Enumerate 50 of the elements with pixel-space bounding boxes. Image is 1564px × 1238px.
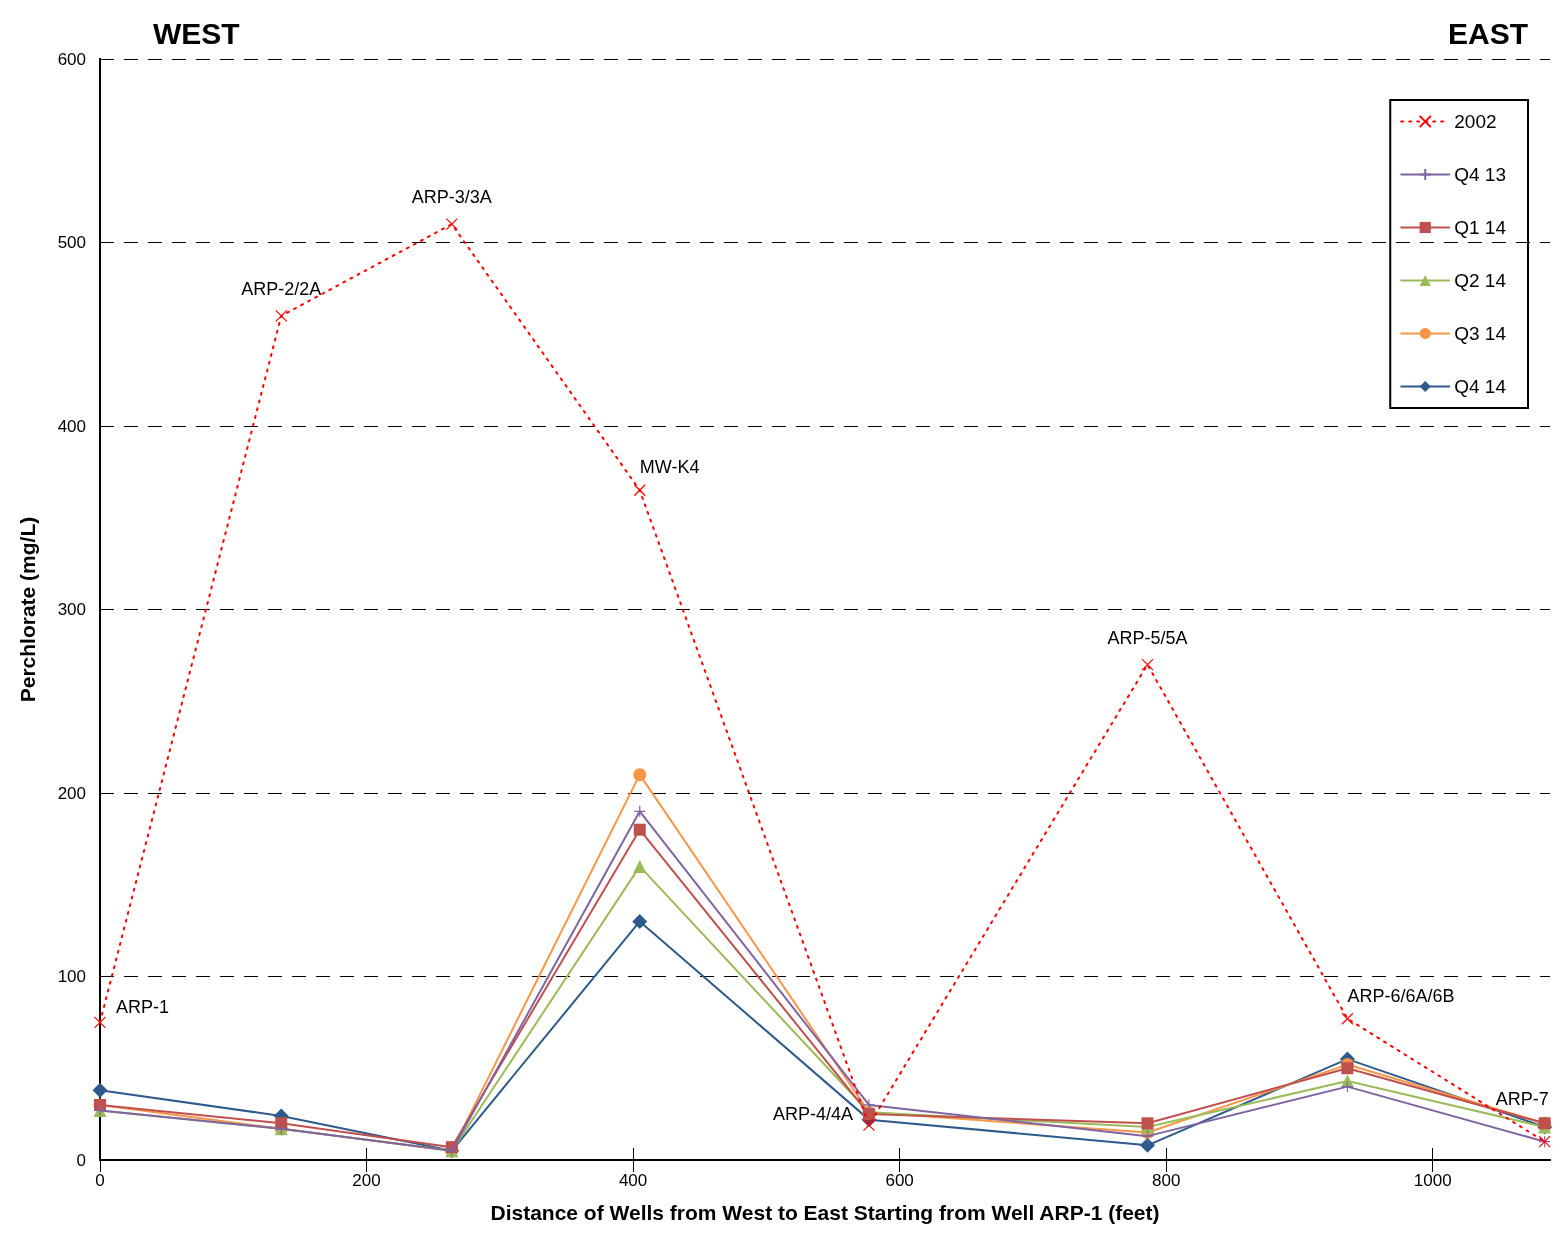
legend-label: Q2 14 [1454,270,1507,291]
point [632,913,648,929]
point [1141,1117,1154,1130]
legend-label: Q1 14 [1454,217,1507,238]
y-tick-label: 100 [57,967,86,986]
annotation: ARP-6/6A/6B [1347,985,1455,1006]
legend-label: Q3 14 [1454,323,1507,344]
point [862,1098,876,1112]
annotation: ARP-3/3A [411,187,492,208]
y-tick-label: 500 [57,233,86,252]
point [1141,1130,1154,1143]
point [92,1082,108,1098]
x-tick-label: 1000 [1413,1171,1452,1190]
annotation: MW-K4 [639,457,700,478]
x-axis-title: Distance of Wells from West to East Starting from Well ARP-1 (feet) [490,1201,1160,1224]
x-tick-label: 600 [885,1171,914,1190]
annotation: ARP-7 [1495,1088,1549,1109]
point [1141,658,1154,671]
legend-label: Q4 14 [1454,376,1507,397]
legend-label: 2002 [1454,111,1497,132]
text: EAST [1447,16,1528,50]
point [633,484,646,497]
x-tick-label: 400 [618,1171,648,1190]
point [633,805,646,818]
point [862,1119,876,1132]
y-tick-label: 400 [57,416,86,436]
y-tick-label: 600 [57,49,86,69]
y-tick-label: 0 [76,1150,86,1170]
annotation: ARP-4/4A [772,1104,853,1125]
point [1341,1062,1354,1075]
point [633,823,646,836]
y-tick-label: 200 [57,783,86,803]
annotation: ARP-2/2A [241,278,322,299]
x-tick-label: 800 [1151,1171,1181,1190]
point [1341,1080,1354,1093]
text: WEST [153,16,240,50]
point [445,218,458,231]
legend-label: Q4 13 [1454,164,1507,185]
x-tick-label: 0 [95,1171,105,1190]
point [275,309,288,322]
point [93,1016,107,1029]
y-axis-title: Perchlorate (mg/L) [16,516,39,703]
y-tick-label: 300 [57,600,86,619]
point [633,768,647,782]
annotation: ARP-5/5A [1107,627,1188,648]
annotation: ARP-1 [116,997,170,1018]
point [633,859,647,873]
point [1140,1137,1156,1153]
point [1341,1012,1354,1025]
x-tick-label: 200 [352,1171,381,1190]
